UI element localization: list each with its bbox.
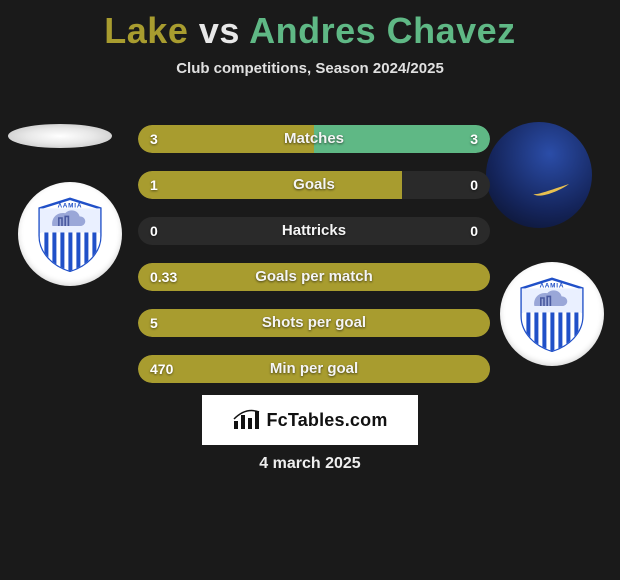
player1-avatar <box>8 124 112 148</box>
svg-text:ΛΑΜΙΑ: ΛΑΜΙΑ <box>58 203 83 210</box>
chart-bars-icon <box>232 409 260 431</box>
player1-name: Lake <box>104 10 188 51</box>
stat-label: Goals <box>138 171 490 199</box>
stat-row: 33Matches <box>138 125 490 153</box>
player1-club-badge: ΛΑΜΙΑ <box>18 182 122 286</box>
stat-label: Min per goal <box>138 355 490 383</box>
stat-label: Goals per match <box>138 263 490 291</box>
watermark: FcTables.com <box>202 395 418 445</box>
stat-label: Shots per goal <box>138 309 490 337</box>
stats-container: 33Matches 10Goals 00Hattricks 0.33Goals per… <box>138 125 490 401</box>
stat-row: 0.33Goals per match <box>138 263 490 291</box>
page-title: Lake vs Andres Chavez <box>0 0 620 52</box>
player2-avatar <box>486 122 592 228</box>
stat-row: 5Shots per goal <box>138 309 490 337</box>
stat-row: 470Min per goal <box>138 355 490 383</box>
player2-club-badge: ΛΑΜΙΑ <box>500 262 604 366</box>
vs-text: vs <box>199 10 240 51</box>
footer-date: 4 march 2025 <box>0 455 620 473</box>
watermark-text: FcTables.com <box>266 410 387 431</box>
stat-row: 00Hattricks <box>138 217 490 245</box>
subtitle: Club competitions, Season 2024/2025 <box>0 60 620 77</box>
swoosh-icon <box>531 182 571 196</box>
player2-name: Andres Chavez <box>249 10 516 51</box>
stat-row: 10Goals <box>138 171 490 199</box>
stat-label: Matches <box>138 125 490 153</box>
svg-text:ΛΑΜΙΑ: ΛΑΜΙΑ <box>540 283 565 290</box>
stat-label: Hattricks <box>138 217 490 245</box>
